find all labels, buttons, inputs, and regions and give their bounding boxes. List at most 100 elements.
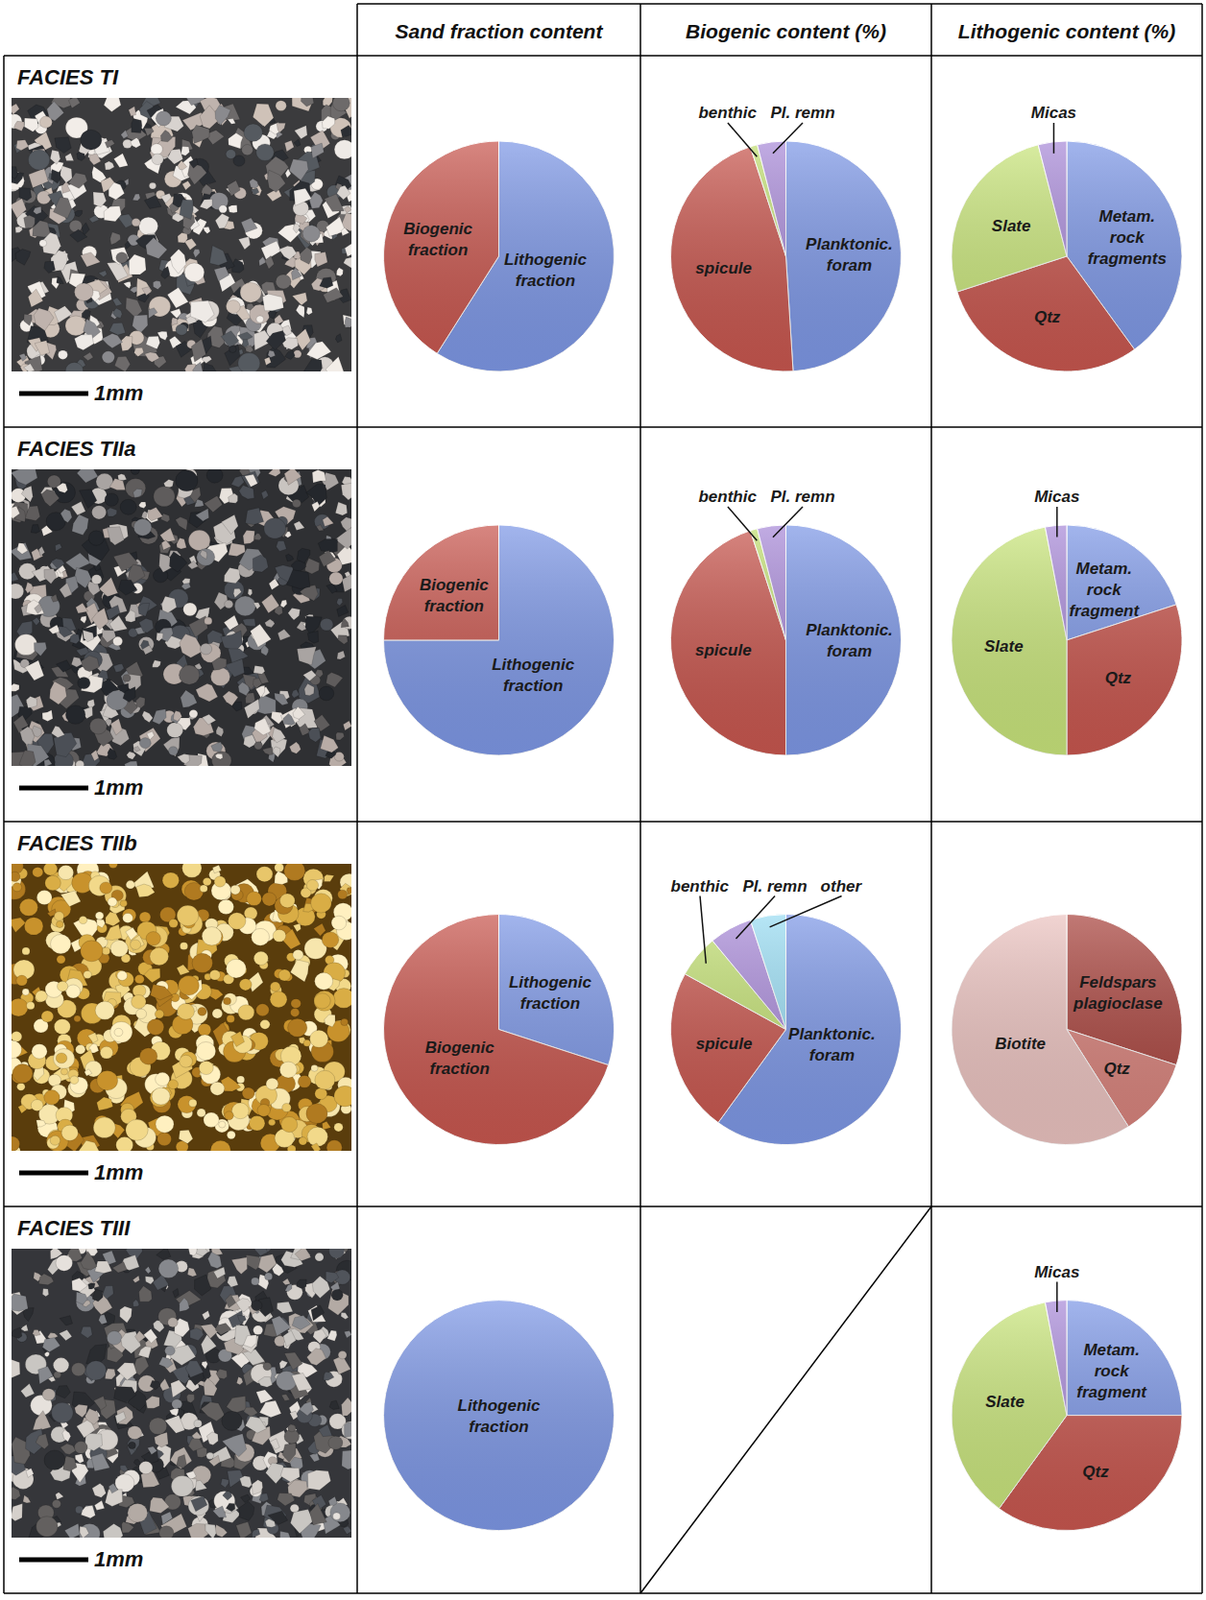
- grain: [242, 530, 255, 544]
- grain: [190, 300, 215, 323]
- leader-line: [772, 506, 803, 538]
- grain: [49, 1135, 61, 1146]
- grain: [50, 594, 58, 603]
- grain: [277, 224, 301, 243]
- grain: [80, 129, 102, 150]
- grain: [32, 725, 43, 738]
- grain: [44, 1090, 60, 1106]
- label-line: Lithogenic: [491, 655, 575, 675]
- grain: [83, 352, 95, 362]
- grain: [145, 1397, 160, 1410]
- label-line: fragment: [1068, 602, 1140, 621]
- grain: [283, 713, 295, 725]
- grain: [11, 683, 20, 692]
- grain: [149, 947, 169, 966]
- grain: [84, 1069, 93, 1077]
- grain: [179, 942, 188, 951]
- grain: [69, 219, 82, 233]
- grain: [11, 1032, 23, 1043]
- grain: [269, 991, 288, 1009]
- grain: [234, 596, 256, 617]
- grain: [178, 665, 199, 685]
- grain: [102, 630, 117, 644]
- grain: [289, 1009, 299, 1018]
- grain: [76, 1140, 102, 1152]
- pie-chart: FeldsparsplagioclaseQtzBiotite: [951, 915, 1182, 1146]
- grain: [249, 178, 259, 189]
- grain: [34, 340, 50, 357]
- grain: [118, 474, 127, 482]
- grain: [24, 917, 44, 936]
- grain: [243, 123, 263, 142]
- grain: [246, 303, 255, 311]
- slice-label: Slate: [984, 637, 1024, 656]
- grain: [227, 180, 242, 196]
- grain: [27, 289, 44, 308]
- grain: [76, 469, 98, 483]
- slice: [1037, 141, 1067, 257]
- border: [3, 54, 1203, 57]
- slice-label: Qtz: [1034, 308, 1062, 327]
- grain: [313, 923, 327, 937]
- grain: [144, 195, 162, 210]
- grain: [290, 999, 301, 1010]
- grain: [226, 959, 247, 979]
- grain: [191, 338, 206, 362]
- grain: [222, 691, 239, 706]
- grain: [110, 940, 128, 958]
- grain: [169, 248, 187, 274]
- grain: [44, 759, 52, 767]
- slice: [951, 527, 1067, 756]
- grain: [287, 570, 311, 590]
- photo-ground: [11, 469, 352, 767]
- grain: [253, 665, 266, 675]
- grain: [11, 1487, 21, 1501]
- grain: [169, 309, 181, 319]
- grain: [340, 1312, 349, 1320]
- grain: [326, 1140, 342, 1152]
- slice-label: Planktonic.foram: [805, 235, 893, 275]
- grain: [59, 1316, 73, 1327]
- grain: [312, 470, 326, 483]
- grain: [201, 927, 222, 946]
- grain: [124, 241, 131, 249]
- slice-label: Metam.rockfragments: [1087, 207, 1167, 268]
- grain: [295, 304, 305, 318]
- grain: [223, 997, 232, 1006]
- grain: [57, 981, 69, 992]
- grain: [88, 530, 104, 546]
- slice-label: Biogenicfraction: [403, 219, 473, 260]
- grain: [251, 1278, 260, 1286]
- grain: [333, 988, 352, 1010]
- grain: [288, 1018, 308, 1038]
- grain: [125, 880, 135, 890]
- grain: [205, 1524, 217, 1539]
- grain: [177, 1003, 195, 1020]
- grain: [179, 199, 193, 220]
- label-line: foram: [826, 642, 872, 661]
- grain: [42, 1288, 49, 1297]
- grain: [199, 643, 212, 655]
- grain: [78, 1523, 100, 1539]
- grain: [99, 1046, 113, 1060]
- grain: [76, 152, 86, 162]
- pie-chart: Planktonic.foramspiculebenthicPl. remnot…: [670, 877, 901, 1146]
- label-line: rock: [1086, 580, 1123, 600]
- grain: [253, 678, 263, 690]
- grain: [139, 912, 151, 923]
- grain: [176, 905, 199, 926]
- grain: [304, 683, 314, 697]
- grain: [220, 331, 240, 349]
- grain: [307, 1127, 328, 1147]
- pie-chart: Metam.rockfragmentsQtzSlateMicas: [951, 103, 1182, 372]
- grain: [60, 891, 81, 908]
- slice: [384, 915, 609, 1146]
- slice-label: benthic: [671, 877, 730, 896]
- grain: [21, 485, 33, 503]
- grain: [15, 634, 38, 656]
- grain: [54, 912, 65, 921]
- label-line: Planktonic.: [805, 235, 893, 254]
- grain: [139, 618, 154, 633]
- grain: [55, 1386, 71, 1399]
- pie-shading: [951, 141, 1182, 372]
